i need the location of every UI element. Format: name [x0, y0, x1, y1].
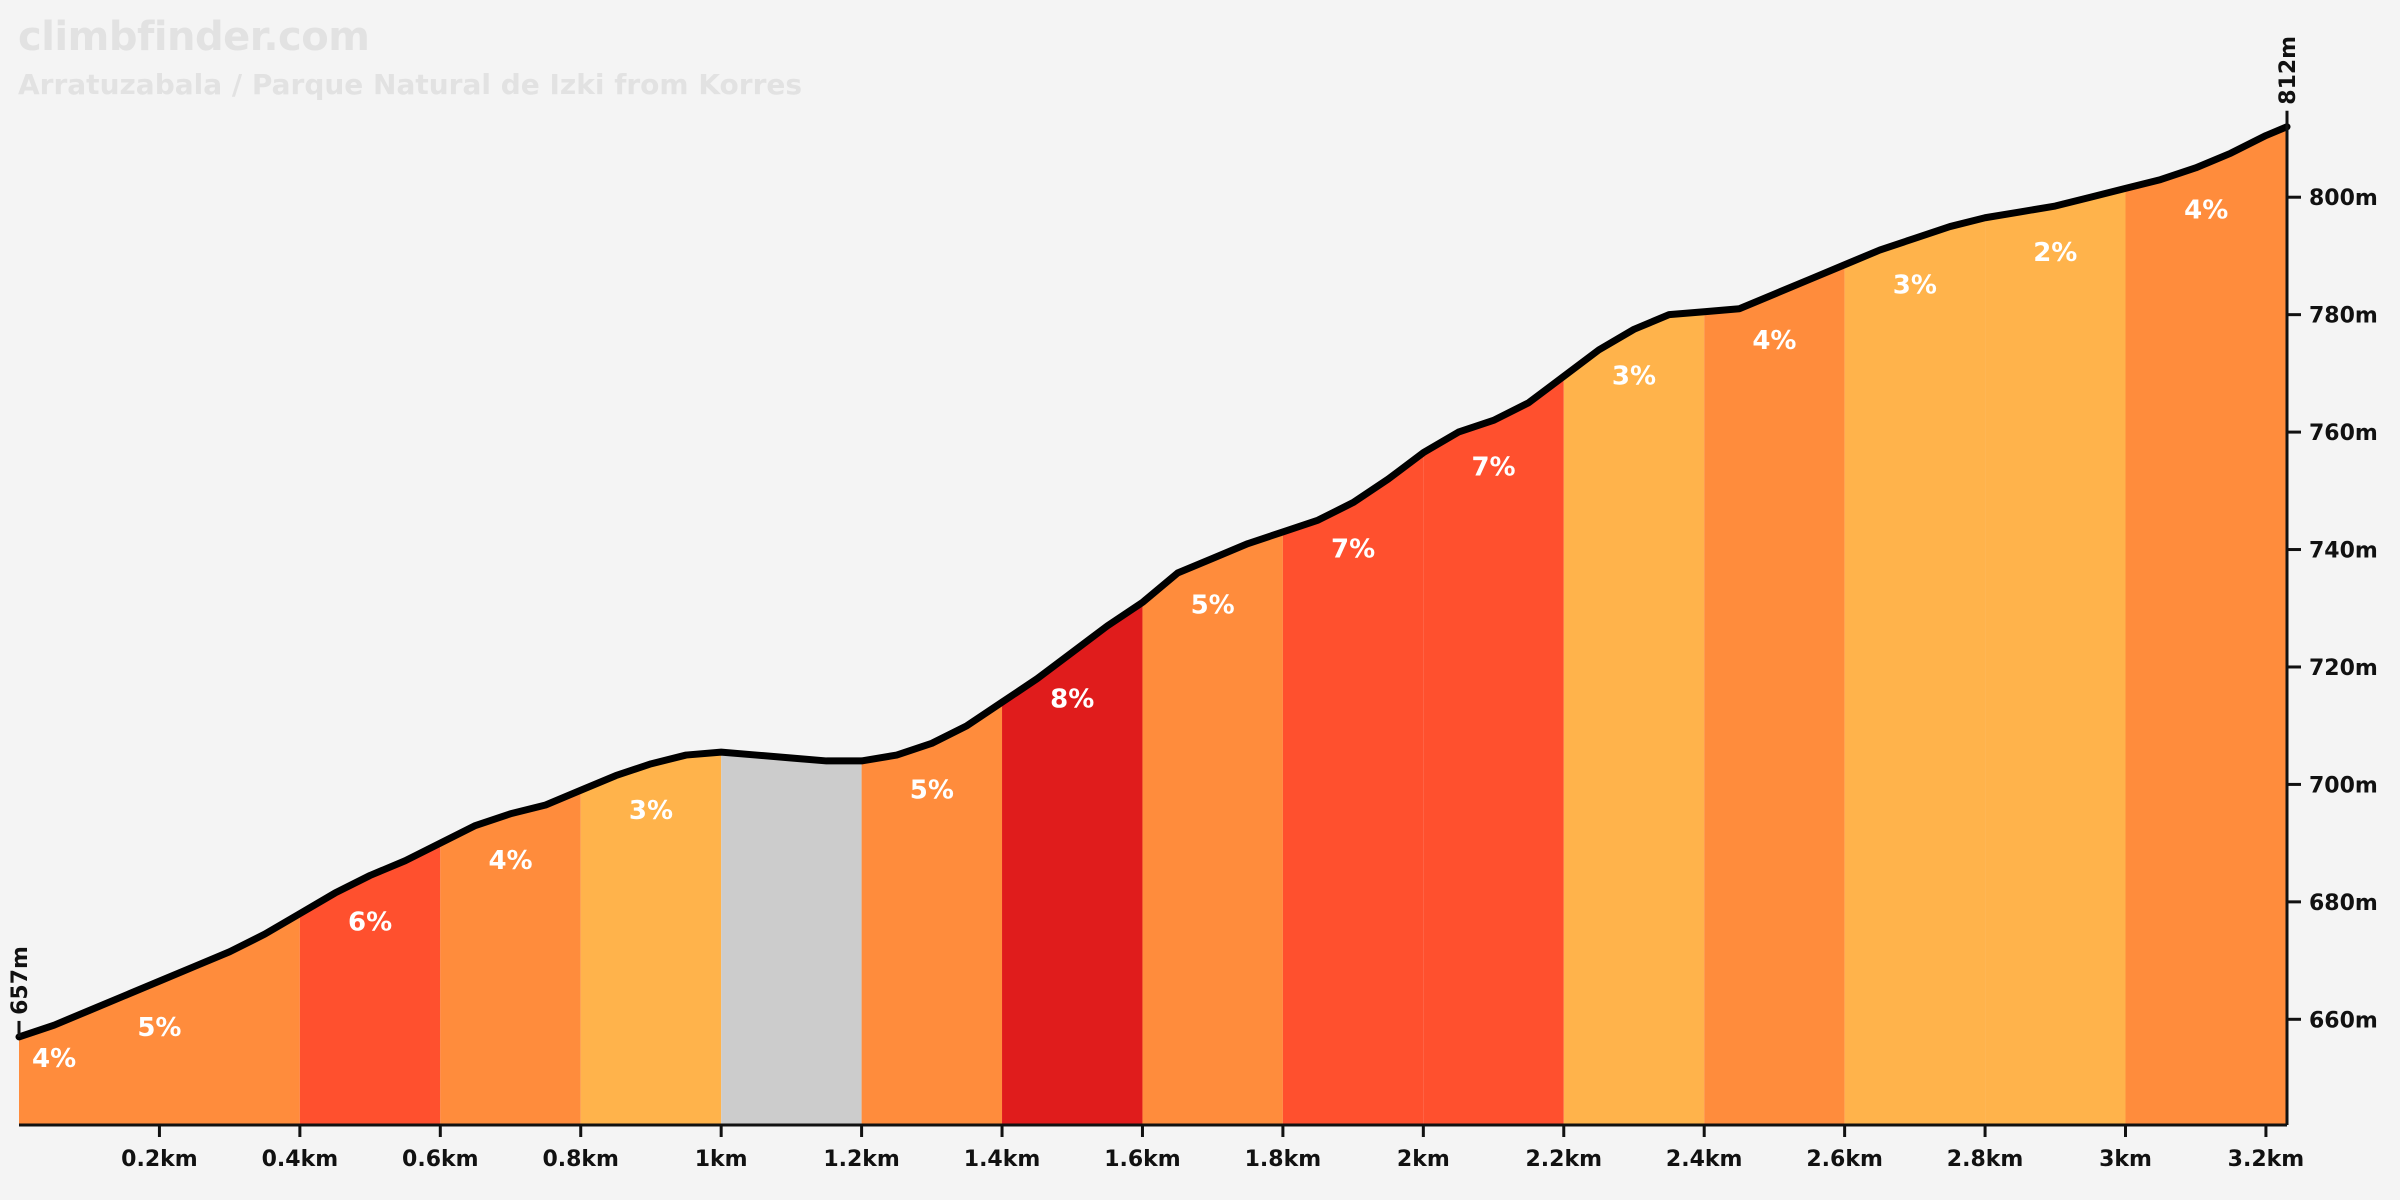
grade-label: 5% — [1191, 590, 1235, 620]
grade-label: 4% — [1752, 326, 1796, 356]
grade-label: 8% — [1050, 684, 1094, 714]
grade-label: 5% — [910, 775, 954, 805]
x-tick-label: 1.8km — [1245, 1147, 1322, 1172]
profile-line-group — [15, 123, 2291, 1041]
climb-title: Arratuzabala / Parque Natural de Izki fr… — [18, 68, 803, 101]
grade-labels: 5% 6% 4% 3% 5% 8% 5% 7% 7% 3% 4% 3% 2% 4% 4% — [32, 195, 2228, 1074]
grade-segment — [721, 752, 862, 1125]
grade-label: 5% — [137, 1013, 181, 1043]
x-tick-label: 3km — [2099, 1147, 2152, 1172]
grade-label: 4% — [32, 1044, 76, 1074]
x-tick-label: 0.6km — [402, 1147, 479, 1172]
x-tick-label: 1.2km — [823, 1147, 900, 1172]
grade-segment — [1563, 311, 1705, 1126]
grade-segment — [861, 702, 1003, 1125]
end-elevation-label: 812m — [2276, 36, 2301, 105]
x-tick-label: 2.8km — [1947, 1147, 2024, 1172]
y-tick-label: 780m — [2309, 304, 2378, 329]
y-tick-label: 700m — [2309, 773, 2378, 798]
site-title: climbfinder.com — [18, 14, 370, 60]
grade-label: 3% — [1612, 361, 1656, 391]
x-tick-label: 2.6km — [1806, 1147, 1883, 1172]
x-tick-label: 0.4km — [262, 1147, 339, 1172]
x-tick-label: 0.2km — [121, 1147, 198, 1172]
grade-segment — [2125, 126, 2287, 1125]
y-tick-label: 660m — [2309, 1008, 2378, 1033]
y-tick-label: 800m — [2309, 186, 2378, 211]
x-tick-label: 0.8km — [542, 1147, 619, 1172]
x-tick-label: 3.2km — [2228, 1147, 2305, 1172]
grade-label: 3% — [1893, 270, 1937, 300]
grade-segment — [1704, 264, 1845, 1125]
x-tick-label: 1.6km — [1104, 1147, 1181, 1172]
grade-segment — [1844, 217, 1986, 1126]
grade-label: 2% — [2033, 238, 2077, 268]
grade-segment — [1142, 531, 1283, 1125]
grade-label: 3% — [629, 796, 673, 826]
grade-segment — [1985, 188, 2126, 1125]
x-tick-label: 2.4km — [1666, 1147, 1743, 1172]
grade-segment — [1423, 376, 1564, 1126]
axes: 0.2km 0.4km 0.6km 0.8km 1km 1.2km 1.4km 1.6km 1.… — [8, 36, 2378, 1172]
grade-segment — [19, 913, 300, 1125]
grade-label: 4% — [2184, 195, 2228, 225]
grade-label: 7% — [1331, 535, 1375, 565]
grade-segments — [19, 126, 2287, 1126]
y-tick-label: 720m — [2309, 656, 2378, 681]
y-tick-label: 760m — [2309, 421, 2378, 446]
profile-line — [15, 123, 2291, 1041]
grade-label: 7% — [1471, 452, 1515, 482]
grade-segment — [1282, 452, 1424, 1125]
y-tick-label: 740m — [2309, 539, 2378, 564]
x-tick-label: 1km — [695, 1147, 748, 1172]
grade-segment — [299, 843, 441, 1125]
start-elevation-label: 657m — [8, 946, 33, 1015]
y-tick-label: 680m — [2309, 891, 2378, 916]
x-tick-label: 2.2km — [1526, 1147, 1603, 1172]
grade-segment — [440, 790, 581, 1125]
x-tick-label: 1.4km — [964, 1147, 1041, 1172]
grade-segment — [1002, 602, 1143, 1125]
grade-label: 4% — [488, 846, 532, 876]
grade-segment — [580, 752, 722, 1125]
grade-label: 6% — [348, 907, 392, 937]
x-tick-label: 2km — [1397, 1147, 1450, 1172]
